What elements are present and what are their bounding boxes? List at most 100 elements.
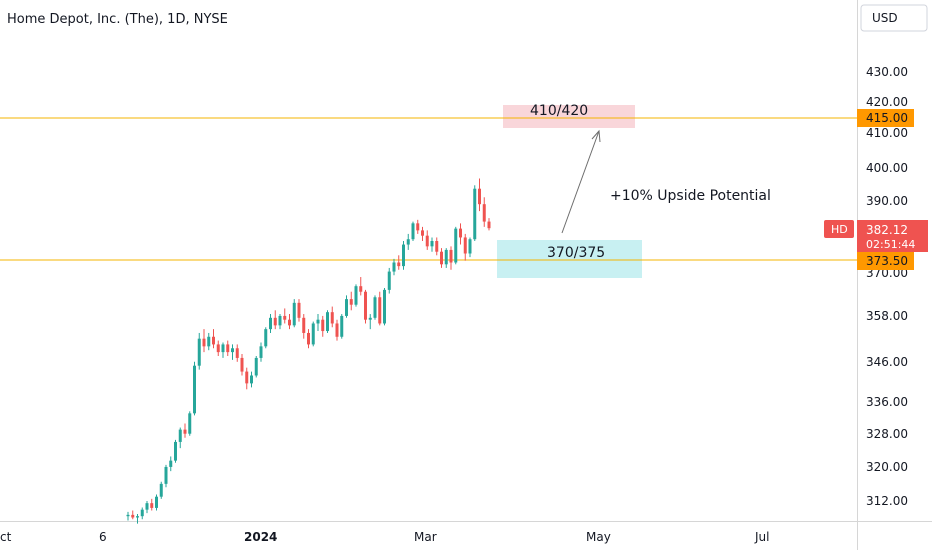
candle[interactable] [150,503,154,508]
support-zone[interactable] [497,240,642,278]
candle[interactable] [359,286,363,292]
upper-level-badge [857,109,914,127]
candle[interactable] [164,466,168,484]
candle[interactable] [226,344,230,353]
candle[interactable] [307,332,310,345]
price-tick: 328.00 [866,427,908,441]
candle[interactable] [392,262,396,272]
candle[interactable] [136,516,139,518]
candle[interactable] [183,429,187,434]
candle[interactable] [245,371,249,384]
candle[interactable] [169,460,173,467]
candle[interactable] [364,291,367,320]
candle[interactable] [326,312,329,332]
candle[interactable] [482,204,486,222]
candle[interactable] [178,429,182,442]
candle[interactable] [269,317,272,330]
candle[interactable] [126,514,130,517]
candle[interactable] [250,375,253,384]
candle[interactable] [259,346,263,358]
candle[interactable] [454,228,458,263]
candle[interactable] [440,251,443,265]
candle[interactable] [459,228,462,238]
candle[interactable] [212,336,215,345]
upper-level-badge-text: 415.00 [866,111,908,125]
candle[interactable] [378,297,382,324]
candle[interactable] [288,319,291,326]
candle[interactable] [302,317,306,333]
candle[interactable] [435,241,439,252]
candle[interactable] [406,239,410,245]
candle[interactable] [316,319,320,324]
candle[interactable] [478,188,481,205]
candle[interactable] [349,299,353,305]
candle[interactable] [473,188,477,240]
candle[interactable] [402,244,405,267]
candle[interactable] [444,249,448,265]
candle[interactable] [354,286,358,305]
candle[interactable] [383,289,386,324]
candle[interactable] [159,483,163,497]
price-tick: 430.00 [866,65,908,79]
candle[interactable] [264,329,268,347]
candle[interactable] [373,297,377,318]
candle[interactable] [425,235,429,247]
chart-title: Home Depot, Inc. (The), 1D, NYSE [7,12,228,27]
countdown-text: 02:51:44 [866,238,915,251]
support-zone-label[interactable]: 370/375 [547,245,605,261]
candle[interactable] [487,221,491,229]
candle[interactable] [397,262,401,267]
candle[interactable] [311,323,315,345]
upside-note[interactable]: +10% Upside Potential [610,188,771,204]
candle[interactable] [387,271,391,290]
candle[interactable] [254,357,258,376]
candle[interactable] [292,302,296,326]
target-zone[interactable] [503,105,635,128]
price-tick: 410.00 [866,126,908,140]
candle[interactable] [174,441,177,461]
currency-button[interactable] [860,4,928,32]
candle[interactable] [368,317,372,320]
price-tick: 358.00 [866,309,908,323]
lower-level-badge-text: 373.50 [866,254,908,268]
candle[interactable] [145,503,149,510]
price-scale[interactable]: 430.00 420.00 410.00 400.00 390.00 370.0… [866,65,908,508]
candle[interactable] [273,317,277,326]
candle[interactable] [207,336,211,347]
candle[interactable] [283,315,287,320]
target-zone-label[interactable]: 410/420 [530,103,588,119]
candle[interactable] [197,338,201,366]
candle[interactable] [202,338,206,347]
candle[interactable] [297,302,301,318]
candle[interactable] [221,344,225,353]
candle[interactable] [416,223,420,231]
time-scale[interactable]: ct 6 2024 Mar May Jul [0,530,769,544]
candle[interactable] [235,348,239,358]
candle[interactable] [449,249,453,263]
candle[interactable] [140,509,144,517]
candle[interactable] [240,357,244,372]
candle[interactable] [131,514,135,518]
candle[interactable] [463,237,467,254]
currency-label: USD [872,11,898,25]
candle[interactable] [411,223,415,240]
candle[interactable] [340,315,344,337]
candle[interactable] [321,319,325,332]
candle[interactable] [193,365,196,414]
candle[interactable] [335,323,339,337]
candle[interactable] [216,344,220,353]
time-tick: ct [0,530,12,544]
candle[interactable] [155,496,158,508]
price-tick: 420.00 [866,95,908,109]
candle[interactable] [430,241,434,247]
candle[interactable] [188,413,192,434]
candle[interactable] [278,315,282,326]
candle[interactable] [231,348,234,353]
upside-arrow[interactable] [561,130,600,234]
candle[interactable] [421,230,424,236]
candle[interactable] [468,239,472,254]
candle[interactable] [345,299,348,316]
candle[interactable] [330,312,334,324]
